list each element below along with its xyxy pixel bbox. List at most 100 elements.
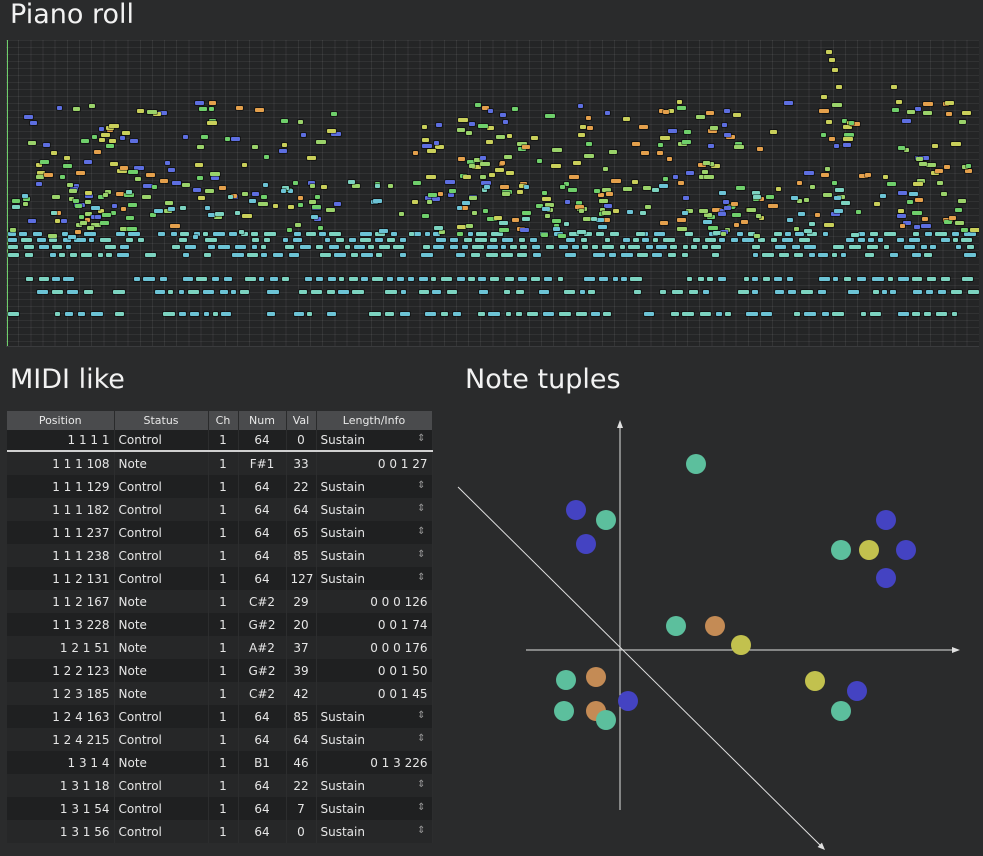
note-block[interactable] <box>117 168 128 173</box>
note-block[interactable] <box>677 106 687 111</box>
note-block[interactable] <box>700 312 711 316</box>
note-block[interactable] <box>66 183 73 188</box>
note-block[interactable] <box>433 226 443 231</box>
note-block[interactable] <box>297 203 303 208</box>
note-block[interactable] <box>501 253 513 257</box>
note-block[interactable] <box>84 232 96 236</box>
note-block[interactable] <box>209 171 220 176</box>
note-block[interactable] <box>327 129 337 134</box>
note-block[interactable] <box>158 232 165 236</box>
note-block[interactable] <box>99 138 106 143</box>
note-block[interactable] <box>432 290 441 294</box>
note-block[interactable] <box>557 234 566 239</box>
note-block[interactable] <box>578 209 584 214</box>
note-block[interactable] <box>797 212 805 217</box>
note-block[interactable] <box>943 164 950 169</box>
note-block[interactable] <box>837 194 846 199</box>
note-block[interactable] <box>654 232 665 236</box>
note-block[interactable] <box>329 245 339 249</box>
note-block[interactable] <box>610 179 621 184</box>
note-block[interactable] <box>459 206 469 210</box>
note-block[interactable] <box>677 142 687 147</box>
note-block[interactable] <box>125 190 132 194</box>
note-block[interactable] <box>385 312 394 316</box>
note-block[interactable] <box>433 245 444 249</box>
note-block[interactable] <box>240 290 249 294</box>
note-block[interactable] <box>494 215 503 220</box>
note-block[interactable] <box>116 232 125 236</box>
note-block[interactable] <box>641 150 650 155</box>
note-block[interactable] <box>920 224 931 229</box>
note-block[interactable] <box>121 207 127 211</box>
note-block[interactable] <box>682 210 689 215</box>
note-block[interactable] <box>408 231 414 236</box>
note-block[interactable] <box>501 245 506 249</box>
note-block[interactable] <box>375 238 383 242</box>
note-block[interactable] <box>544 277 552 281</box>
note-block[interactable] <box>912 277 922 281</box>
note-block[interactable] <box>55 312 60 316</box>
note-block[interactable] <box>179 312 186 316</box>
note-block[interactable] <box>410 232 421 236</box>
note-block[interactable] <box>559 312 571 316</box>
midi-cell-length-info[interactable]: Sustain ⇕ <box>316 521 433 544</box>
note-block[interactable] <box>803 228 812 233</box>
note-block[interactable] <box>110 210 116 215</box>
note-block[interactable] <box>697 163 706 167</box>
note-block[interactable] <box>282 277 289 281</box>
note-block[interactable] <box>450 245 458 249</box>
note-block[interactable] <box>519 183 527 188</box>
note-block[interactable] <box>93 150 101 155</box>
note-block[interactable] <box>643 185 652 190</box>
note-block[interactable] <box>155 290 165 294</box>
note-block[interactable] <box>289 253 299 257</box>
note-block[interactable] <box>100 238 111 242</box>
note-block[interactable] <box>946 112 953 117</box>
note-block[interactable] <box>204 312 209 316</box>
note-block[interactable] <box>379 245 390 249</box>
note-block[interactable] <box>916 179 925 184</box>
note-block[interactable] <box>551 218 561 223</box>
note-block[interactable] <box>423 245 430 249</box>
note-block[interactable] <box>444 180 455 185</box>
stepper-icon[interactable]: ⇕ <box>417 525 426 537</box>
midi-event-row[interactable]: 1 3 1 56 Control 1 64 0 Sustain ⇕ <box>7 820 433 843</box>
note-block[interactable] <box>229 232 237 236</box>
note-block[interactable] <box>179 238 187 242</box>
note-block[interactable] <box>339 277 344 281</box>
note-block[interactable] <box>537 158 543 163</box>
note-block[interactable] <box>711 208 722 212</box>
note-block[interactable] <box>542 190 548 195</box>
note-block[interactable] <box>473 157 483 162</box>
note-block[interactable] <box>498 227 509 232</box>
note-block[interactable] <box>912 312 920 316</box>
note-block[interactable] <box>35 163 42 167</box>
note-block[interactable] <box>882 175 888 180</box>
note-block[interactable] <box>478 124 489 129</box>
note-block[interactable] <box>645 204 652 209</box>
note-block[interactable] <box>261 253 267 257</box>
note-block[interactable] <box>319 232 326 236</box>
note-block[interactable] <box>642 238 649 242</box>
note-block[interactable] <box>520 227 529 232</box>
note-block[interactable] <box>663 177 669 182</box>
note-block[interactable] <box>522 210 532 215</box>
note-block[interactable] <box>471 253 480 257</box>
note-block[interactable] <box>824 167 830 171</box>
note-block[interactable] <box>936 312 947 316</box>
note-block[interactable] <box>623 238 630 242</box>
note-block[interactable] <box>592 245 598 249</box>
midi-cell-length-info[interactable]: Sustain ⇕ <box>316 728 433 751</box>
note-block[interactable] <box>354 245 365 249</box>
note-block[interactable] <box>725 135 735 140</box>
note-block[interactable] <box>553 227 561 232</box>
note-block[interactable] <box>51 194 60 199</box>
note-block[interactable] <box>684 129 691 134</box>
note-block[interactable] <box>79 214 85 219</box>
note-block[interactable] <box>63 238 71 242</box>
note-block[interactable] <box>602 187 612 192</box>
note-block[interactable] <box>707 277 713 281</box>
note-block[interactable] <box>293 238 302 242</box>
note-block[interactable] <box>111 204 117 209</box>
note-block[interactable] <box>550 164 561 169</box>
